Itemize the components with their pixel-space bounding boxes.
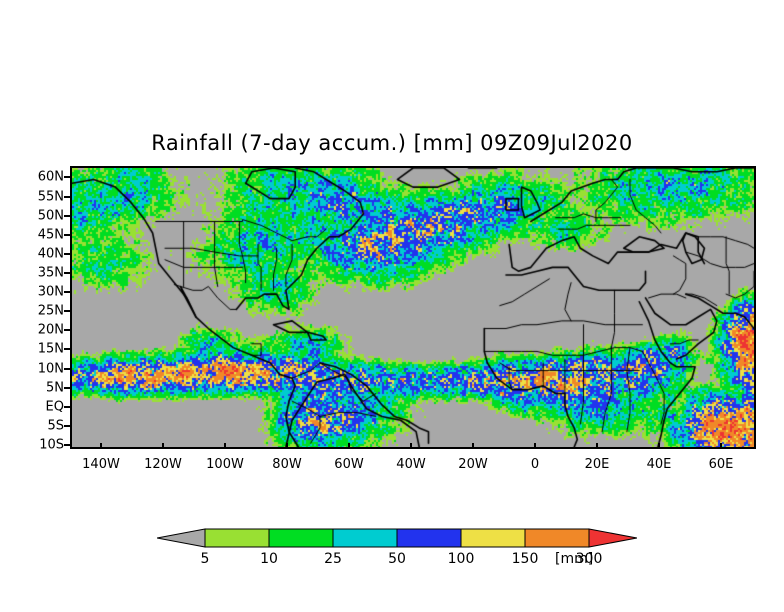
y-axis-tick-mark <box>64 176 70 179</box>
y-axis-tick-mark <box>64 329 70 332</box>
x-axis-tick-mark <box>286 443 288 449</box>
x-axis-tick-mark <box>596 443 598 449</box>
x-axis-tick-label: 60E <box>708 457 734 472</box>
colorbar-tick-label: 300 <box>575 551 603 567</box>
x-axis-tick-mark <box>162 443 164 449</box>
y-axis-tick-label: 5S <box>47 418 64 434</box>
x-axis-tick-mark <box>100 443 102 449</box>
y-axis-tick-mark <box>64 444 70 446</box>
y-axis-tick-label: EQ <box>45 399 64 415</box>
y-axis-tick-mark <box>64 424 70 427</box>
y-axis-tick-label: 60N <box>37 169 64 185</box>
y-axis-tick-label: 15N <box>37 341 64 357</box>
colorbar-tick-label: 100 <box>447 551 475 567</box>
x-axis-tick-label: 20E <box>584 457 610 472</box>
y-axis-tick-mark <box>64 233 70 236</box>
y-axis-tick-mark <box>64 291 70 294</box>
y-axis-tick-mark <box>64 310 70 313</box>
y-axis-tick-mark <box>64 367 70 370</box>
y-axis-tick-mark <box>64 214 70 217</box>
y-axis-tick-label: 20N <box>37 322 64 338</box>
y-axis-tick-mark <box>64 272 70 274</box>
y-axis-tick-label: 45N <box>37 227 64 243</box>
x-axis-tick-label: 60W <box>334 457 364 472</box>
x-axis-tick-label: 140W <box>82 457 120 472</box>
colorbar-tick-label: 150 <box>511 551 539 567</box>
y-axis-tick-label: 10N <box>37 361 64 377</box>
x-axis-tick-mark <box>472 443 474 449</box>
x-axis-tick-mark <box>410 443 412 449</box>
y-axis-tick-label: 50N <box>37 208 64 224</box>
colorbar: [mm] 5 10 25 50 100 150 300 <box>157 527 637 573</box>
x-axis-tick-mark <box>658 443 660 449</box>
colorbar-swatches <box>157 528 637 548</box>
y-axis-tick-mark <box>64 252 70 255</box>
x-axis-tick-label: 120W <box>144 457 182 472</box>
y-axis-tick-label: 25N <box>37 303 64 319</box>
y-axis-tick-label: 40N <box>37 246 64 262</box>
x-axis: 140W 120W 100W 80W 60W 40W 20W 0 20E 40E 60E <box>70 443 752 475</box>
y-axis-tick-label: 55N <box>37 189 64 205</box>
x-axis-tick-mark <box>534 443 536 449</box>
y-axis: 60N 55N 50N 45N 40N 35N 30N 25N 20N 15N 10N 5N EQ 5S 1… <box>0 166 70 453</box>
colorbar-tick-label: 25 <box>324 551 342 567</box>
x-axis-tick-label: 100W <box>206 457 244 472</box>
y-axis-tick-label: 5N <box>46 380 64 396</box>
y-axis-tick-label: 10S <box>39 437 64 453</box>
x-axis-tick-label: 0 <box>530 457 540 472</box>
colorbar-tick-label: 10 <box>260 551 278 567</box>
y-axis-tick-mark <box>64 195 70 198</box>
page-title: Rainfall (7-day accum.) [mm] 09Z09Jul202… <box>151 131 633 155</box>
x-axis-tick-mark <box>348 443 350 449</box>
x-axis-tick-label: 20W <box>458 457 488 472</box>
x-axis-tick-mark <box>720 443 722 449</box>
y-axis-tick-label: 30N <box>37 284 64 300</box>
x-axis-tick-label: 40E <box>646 457 672 472</box>
x-axis-tick-label: 40W <box>396 457 426 472</box>
x-axis-tick-mark <box>224 443 226 449</box>
y-axis-tick-mark <box>64 386 70 389</box>
colorbar-unit-label: [mm] <box>555 551 594 567</box>
rainfall-map <box>70 166 756 449</box>
colorbar-tick-label: 50 <box>388 551 406 567</box>
colorbar-tick-label: 5 <box>200 551 210 567</box>
y-axis-tick-label: 35N <box>37 265 64 281</box>
rainfall-map-canvas <box>72 168 754 447</box>
x-axis-tick-label: 80W <box>272 457 302 472</box>
y-axis-tick-mark <box>64 348 70 351</box>
y-axis-tick-mark <box>64 405 70 408</box>
